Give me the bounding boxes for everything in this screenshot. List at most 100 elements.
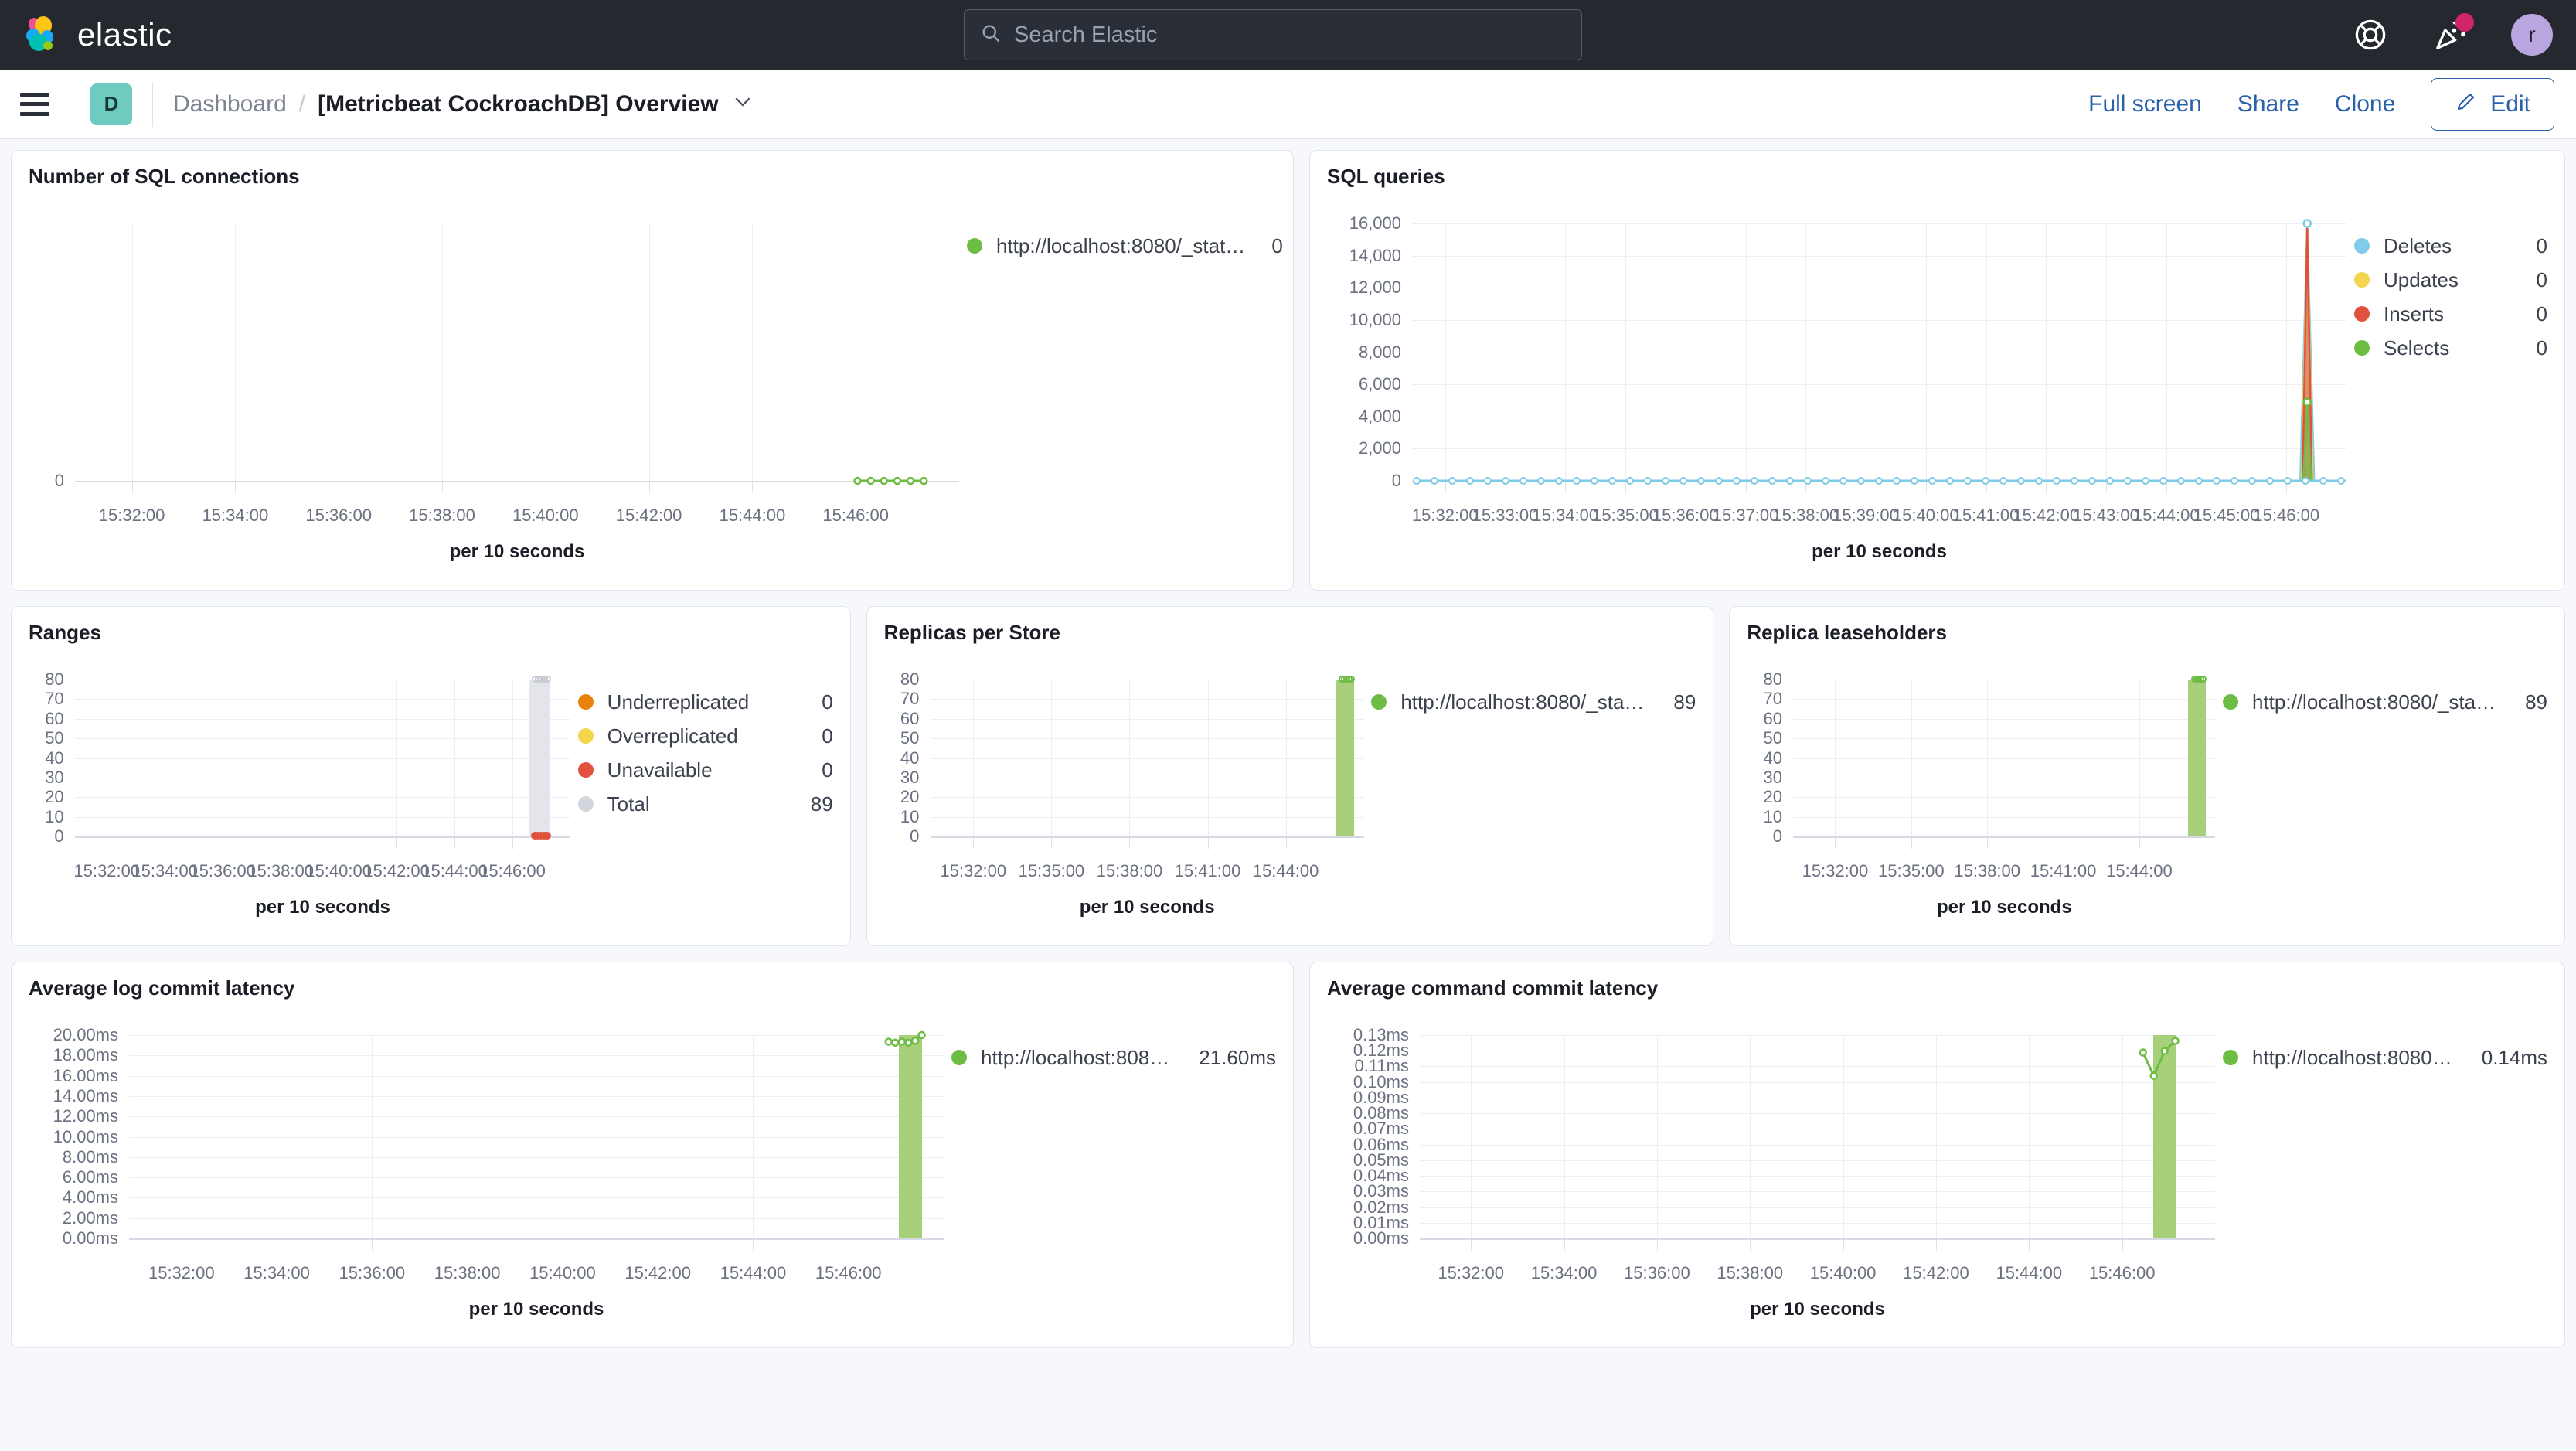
chart-legend: http://localhost:808… 21.60ms (951, 1000, 1276, 1337)
legend-item[interactable]: http://localhost:8080/_sta… 89 (1371, 685, 1696, 719)
legend-value: 89 (810, 792, 833, 816)
y-axis-tick-label: 6.00ms (62, 1167, 118, 1187)
chart-area[interactable]: 80 70 60 50 40 30 20 10 0 15:32:00 15:35:00 15:38:0… (1747, 645, 2223, 935)
gridline-vertical (1925, 223, 1927, 481)
bar-series[interactable] (528, 680, 551, 836)
x-axis-tick-label: 15:32:00 (1411, 506, 1479, 525)
gridline-horizontal (129, 1218, 944, 1219)
x-axis-line (930, 836, 1364, 838)
chart-area[interactable]: 80 70 60 50 40 30 20 10 0 15:32:00 15:34:00 15:36:0… (29, 645, 578, 935)
legend-item[interactable]: http://localhost:8080/_stat… 0 (967, 229, 1283, 263)
x-axis-tick-mark (1986, 481, 1987, 493)
x-axis-tick-label: 15:44:00 (1252, 861, 1319, 880)
bar-series[interactable] (2187, 680, 2206, 836)
y-axis-tick-label: 0.02ms (1353, 1197, 1409, 1217)
gridline-horizontal (930, 738, 1364, 740)
dashboard-grid: Number of SQL connections 0 15:32:00 15:34… (0, 139, 2576, 1348)
x-axis-tick-mark (1750, 1238, 1751, 1251)
gridline-horizontal (1420, 1222, 2215, 1224)
chevron-down-icon[interactable] (731, 90, 754, 118)
y-axis-tick-label: 10,000 (1349, 309, 1401, 329)
legend-value: 0 (822, 758, 833, 782)
gridline-horizontal (129, 1177, 944, 1179)
x-axis-tick-label: 15:42:00 (363, 861, 430, 880)
legend-item[interactable]: Inserts 0 (2354, 297, 2547, 331)
breadcrumb-dashboard[interactable]: Dashboard (173, 90, 287, 117)
panel-replica-leaseholders[interactable]: Replica leaseholders 80 70 60 50 40 30 20 10 0 15… (1729, 606, 2565, 946)
legend-item[interactable]: Overreplicated 0 (577, 719, 833, 753)
gridline-horizontal (1793, 738, 2216, 740)
legend-item[interactable]: Unavailable 0 (577, 753, 833, 787)
gridline-vertical (2286, 223, 2288, 481)
chart-area[interactable]: 20.00ms 18.00ms 16.00ms 14.00ms 12.00ms 10.00… (29, 1000, 951, 1337)
full-screen-button[interactable]: Full screen (2088, 90, 2202, 117)
panel-replicas-per-store[interactable]: Replicas per Store 80 70 60 50 40 30 20 10 0 15:3… (866, 606, 1714, 946)
y-axis-tick-label: 60 (1763, 708, 1782, 728)
legend-item[interactable]: http://localhost:8080… 0.14ms (2223, 1041, 2547, 1075)
panel-average-command-commit-latency[interactable]: Average command commit latency 0.13ms 0.1… (1309, 962, 2565, 1348)
panel-ranges[interactable]: Ranges 80 70 60 50 40 30 20 10 0 15:32:00 15:34:00… (11, 606, 851, 946)
gridline-horizontal (1420, 1207, 2215, 1208)
bar-series[interactable] (1336, 680, 1354, 836)
x-axis-line (1420, 1238, 2215, 1240)
legend-item[interactable]: Deletes 0 (2354, 229, 2547, 263)
x-axis-tick-mark (1625, 481, 1626, 493)
x-axis-tick-label: 15:42:00 (615, 506, 682, 525)
legend-item[interactable]: Updates 0 (2354, 263, 2547, 297)
x-axis-tick-label: 15:44:00 (2132, 506, 2200, 525)
x-axis-tick-mark (1051, 836, 1053, 849)
legend-item[interactable]: Selects 0 (2354, 331, 2547, 365)
bar-series[interactable] (899, 1035, 922, 1238)
y-axis-tick-label: 0 (1391, 471, 1401, 490)
x-axis-tick-label: 15:33:00 (1472, 506, 1539, 525)
global-search[interactable]: Search Elastic (964, 9, 1582, 60)
panel-title: Number of SQL connections (29, 165, 300, 188)
chart-legend: http://localhost:8080/_sta… 89 (1371, 645, 1696, 935)
y-axis-tick-label: 0.00ms (62, 1228, 118, 1248)
x-axis-tick-mark (1656, 1238, 1658, 1251)
legend-item[interactable]: Underreplicated 0 (577, 685, 833, 719)
x-axis-tick-mark (396, 836, 398, 849)
search-input[interactable]: Search Elastic (964, 9, 1582, 60)
dashboard-row-3: Average log commit latency 20.00ms 18.00m… (11, 962, 2565, 1348)
x-axis-tick-label: 15:34:00 (243, 1263, 310, 1282)
user-avatar[interactable]: r (2511, 14, 2553, 56)
y-axis-tick-label: 70 (900, 689, 920, 709)
chart-area[interactable]: 0.13ms 0.12ms 0.11ms 0.10ms 0.09ms 0.08ms 0.07… (1327, 1000, 2223, 1337)
y-axis-tick-label: 0 (54, 471, 64, 490)
elastic-brand[interactable]: elastic (0, 14, 172, 56)
edit-button[interactable]: Edit (2431, 77, 2554, 131)
legend-item[interactable]: http://localhost:8080/_sta… 89 (2223, 685, 2547, 719)
legend-label: Total (607, 792, 650, 816)
chart-legend: Underreplicated 0 Overreplicated 0 Unavailab… (577, 645, 833, 935)
x-axis-line (75, 836, 570, 838)
y-axis-tick-label: 0.01ms (1353, 1212, 1409, 1232)
x-axis-tick-label: 15:46:00 (479, 861, 546, 880)
line-series (2139, 1037, 2180, 1080)
confetti-icon[interactable] (2431, 13, 2474, 55)
x-axis-tick-mark (1564, 1238, 1565, 1251)
app-badge[interactable]: D (90, 83, 132, 125)
clone-button[interactable]: Clone (2334, 90, 2396, 117)
panel-sql-queries[interactable]: SQL queries 16,000 14,000 12,000 10,000 8,00… (1309, 150, 2565, 591)
x-axis-tick-label: 15:44:00 (720, 1263, 787, 1282)
gridline-vertical (973, 680, 975, 836)
legend-item[interactable]: http://localhost:808… 21.60ms (951, 1041, 1276, 1075)
panel-number-of-sql-connections[interactable]: Number of SQL connections 0 15:32:00 15:34… (11, 150, 1294, 591)
panel-average-log-commit-latency[interactable]: Average log commit latency 20.00ms 18.00m… (11, 962, 1294, 1348)
x-axis-tick-mark (648, 481, 650, 493)
chart-area[interactable]: 0 15:32:00 15:34:00 15:36:00 15:38:00 15:40:0… (29, 189, 967, 580)
gridline-vertical (396, 680, 398, 836)
lifebuoy-icon[interactable] (2350, 15, 2391, 55)
hamburger-menu-icon[interactable] (20, 92, 49, 116)
search-icon (980, 22, 1002, 48)
share-button[interactable]: Share (2237, 90, 2299, 117)
gridline-horizontal (1420, 1176, 2215, 1177)
chart-area[interactable]: 16,000 14,000 12,000 10,000 8,000 6,000 4,000 2… (1327, 189, 2354, 580)
x-axis-title: per 10 seconds (1079, 897, 1215, 918)
legend-item[interactable]: Total 89 (577, 787, 833, 821)
x-axis-tick-mark (1935, 1238, 1937, 1251)
y-axis-tick-label: 20 (1763, 787, 1782, 807)
chart-area[interactable]: 80 70 60 50 40 30 20 10 0 15:32:00 15:35:00 15:38:0… (884, 645, 1372, 935)
x-axis-tick-label: 15:35:00 (1592, 506, 1659, 525)
